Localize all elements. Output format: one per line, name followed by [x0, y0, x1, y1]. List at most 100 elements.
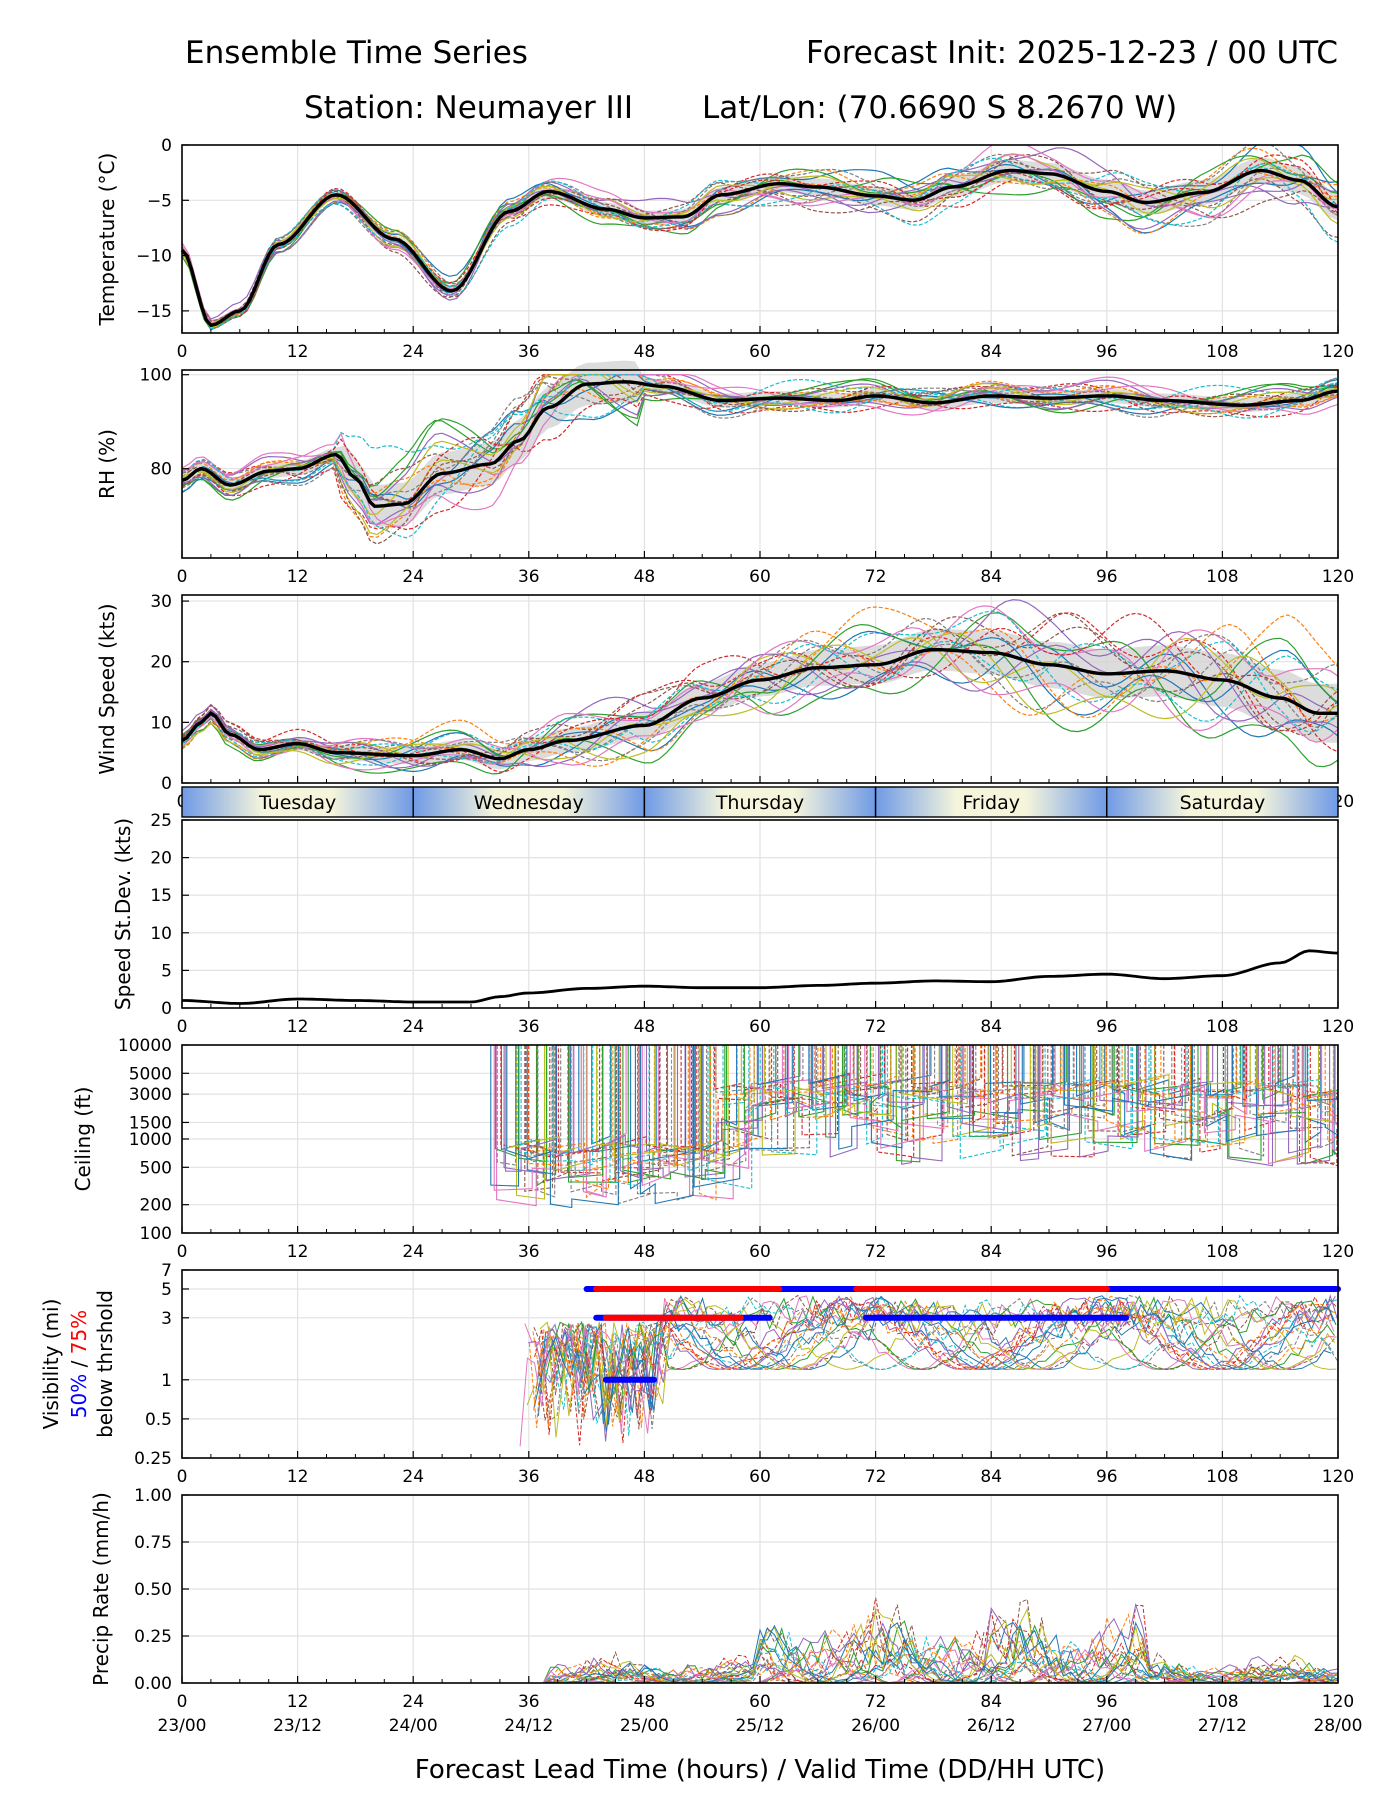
member-line [515, 1045, 1338, 1172]
member-line [533, 1295, 1337, 1432]
label-p50: 50% [67, 1374, 91, 1418]
day-label: Tuesday [258, 792, 336, 814]
member-line [494, 1045, 1338, 1187]
y-tick-label: 0.00 [134, 1674, 172, 1694]
y-tick-label: 30 [150, 592, 172, 612]
x-tick-label: 96 [1096, 567, 1118, 587]
y-tick-label: 500 [140, 1158, 172, 1178]
member-line [518, 1045, 1338, 1180]
ensemble-members [182, 599, 1338, 775]
member-line [182, 617, 1338, 754]
ensemble-members [182, 145, 1338, 331]
ensemble-members [490, 1045, 1338, 1209]
x-tick-label: 24 [402, 1017, 424, 1037]
y-tick-label: 5000 [129, 1064, 172, 1084]
valid-time-label: 27/12 [1198, 1716, 1247, 1736]
x-tick-label: 72 [865, 1692, 887, 1712]
member-line [182, 627, 1338, 766]
member-line [182, 1631, 1338, 1683]
y-tick-label: 100 [140, 1224, 172, 1244]
x-tick-label: 60 [749, 1017, 771, 1037]
y-tick-label: 200 [140, 1196, 172, 1216]
y-tick-label: 1.00 [134, 1486, 172, 1506]
x-tick-label: 48 [634, 1692, 656, 1712]
y-tick-label: −10 [136, 247, 172, 267]
x-tick-label: 120 [1322, 567, 1354, 587]
member-line [182, 1622, 1338, 1683]
member-line [524, 1045, 1338, 1205]
member-line [182, 612, 1338, 765]
member-line [182, 1651, 1338, 1683]
x-tick-label: 96 [1096, 342, 1118, 362]
chart-panels: Temperature (°C)0 12 24 36 48 60 72 84 96 108 1200… [39, 136, 1363, 1736]
member-line [541, 1295, 1337, 1437]
y-tick-label: 0.5 [145, 1410, 172, 1430]
y-axis-label-percentiles: 50% / 75% [67, 1310, 91, 1418]
forecast-init: Forecast Init: 2025-12-23 / 00 UTC [806, 35, 1338, 71]
valid-time-label: 25/00 [620, 1716, 669, 1736]
x-tick-label: 120 [1322, 1692, 1354, 1712]
member-line [505, 1045, 1338, 1163]
day-cell [1106, 786, 1339, 818]
member-line [533, 1301, 1336, 1427]
x-tick-label: 0 [177, 1692, 188, 1712]
station-latlon: Lat/Lon: (70.6690 S 8.2670 W) [702, 90, 1177, 126]
member-line [182, 374, 1338, 531]
x-tick-label: 12 [287, 567, 309, 587]
x-tick-label: 48 [634, 1017, 656, 1037]
valid-time-label: 24/12 [504, 1716, 553, 1736]
member-line [524, 1295, 1335, 1434]
member-line [545, 1294, 1334, 1424]
x-tick-label: 36 [518, 1242, 540, 1262]
mean-line [181, 380, 1339, 509]
member-line [527, 1045, 1338, 1190]
x-tick-label: 60 [749, 342, 771, 362]
x-tick-label: 108 [1206, 1017, 1238, 1037]
member-line [545, 1295, 1334, 1405]
member-line [182, 157, 1338, 330]
y-tick-label: 10000 [118, 1036, 172, 1056]
member-line [540, 1295, 1336, 1442]
valid-time-label: 24/00 [389, 1716, 438, 1736]
x-tick-label: 36 [518, 342, 540, 362]
member-line [182, 1650, 1338, 1683]
x-tick-label: 12 [287, 1692, 309, 1712]
y-axis-label: Visibility (mi) [39, 1299, 63, 1430]
day-label: Saturday [1180, 792, 1266, 814]
member-line [182, 612, 1338, 775]
valid-time-label: 23/00 [158, 1716, 207, 1736]
y-tick-label: 5 [161, 1280, 172, 1300]
member-line [182, 612, 1338, 765]
x-tick-label: 24 [402, 1242, 424, 1262]
x-tick-label: 0 [177, 567, 188, 587]
y-tick-label: 1 [161, 1371, 172, 1391]
x-tick-label: 108 [1206, 1467, 1238, 1487]
mean-line [180, 168, 1339, 328]
panel-speed_stdev: Speed St.Dev. (kts) 0 12 24 36 48 60 72 84 96 108 1… [111, 811, 1354, 1037]
y-tick-label: −15 [136, 302, 172, 322]
y-tick-label: 0 [161, 136, 172, 156]
station-name: Station: Neumayer III [304, 90, 633, 126]
valid-time-label: 26/00 [851, 1716, 900, 1736]
member-line [182, 643, 1338, 773]
member-line [528, 1294, 1338, 1422]
x-tick-label: 12 [287, 1017, 309, 1037]
day-label: Thursday [715, 792, 804, 814]
member-line [503, 1045, 1338, 1181]
x-tick-label: 36 [518, 1692, 540, 1712]
x-tick-label: 84 [980, 1242, 1002, 1262]
x-tick-label: 84 [980, 342, 1002, 362]
x-tick-label: 72 [865, 1017, 887, 1037]
valid-time-label: 26/12 [967, 1716, 1016, 1736]
x-tick-label: 48 [634, 567, 656, 587]
member-line [543, 1296, 1332, 1446]
y-tick-label: 1000 [129, 1130, 172, 1150]
member-line [532, 1295, 1336, 1428]
x-tick-label: 36 [518, 1467, 540, 1487]
member-line [520, 1045, 1338, 1187]
member-line [182, 145, 1338, 330]
x-tick-label: 108 [1206, 342, 1238, 362]
panel-visibility: Visibility (mi) 50% / 75% below thrshold 0 1… [39, 1261, 1354, 1487]
day-cell [181, 786, 414, 818]
